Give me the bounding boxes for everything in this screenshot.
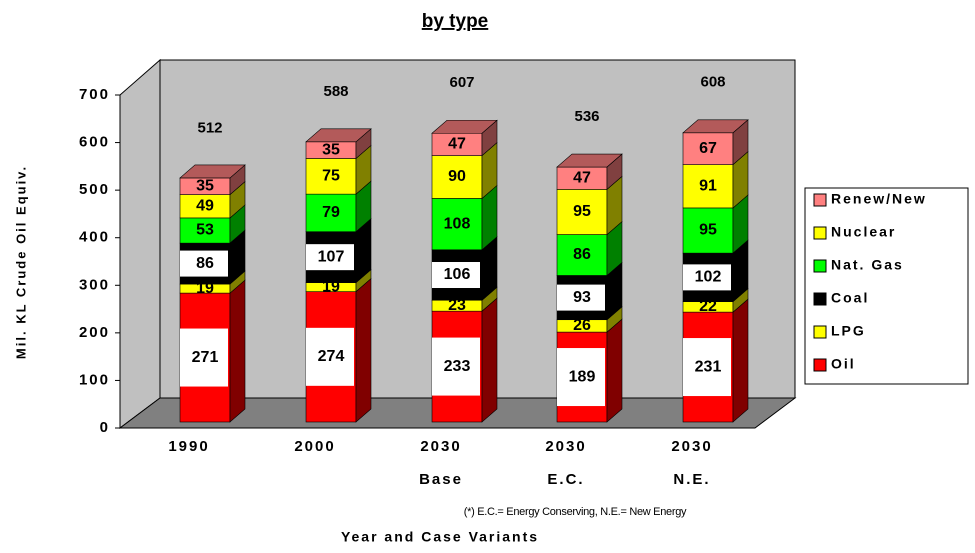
value-label: 86 xyxy=(196,255,214,272)
bar-segment xyxy=(431,198,483,251)
total-label: 512 xyxy=(197,119,222,136)
y-tick-label: 0 xyxy=(100,419,110,436)
bar-segment xyxy=(682,164,734,209)
value-label: 23 xyxy=(448,297,466,314)
value-label: 35 xyxy=(322,141,340,158)
bar-side xyxy=(481,297,498,423)
value-label: 49 xyxy=(196,197,214,214)
label-bg xyxy=(432,337,480,396)
value-label: 47 xyxy=(573,169,591,186)
legend-swatch xyxy=(813,358,827,372)
total-label: 608 xyxy=(700,74,725,91)
value-label: 53 xyxy=(196,222,214,239)
bar-top xyxy=(682,119,749,134)
bar-top xyxy=(179,164,246,179)
y-tick-label: 100 xyxy=(79,371,110,388)
label-bg xyxy=(683,338,731,397)
side-wall xyxy=(119,58,161,429)
value-label: 233 xyxy=(444,358,471,375)
y-tick-label: 200 xyxy=(79,324,110,341)
value-label: 67 xyxy=(699,140,717,157)
value-label: 35 xyxy=(196,178,214,195)
label-bg xyxy=(306,244,354,271)
value-label: 271 xyxy=(192,349,219,366)
bar-segment xyxy=(682,207,734,254)
legend-label: Nuclear xyxy=(831,224,896,240)
value-label: 107 xyxy=(318,248,345,265)
label-bg xyxy=(306,327,354,386)
x-tick-label: 2030 E.C. xyxy=(545,438,586,488)
y-tick-label: 700 xyxy=(79,86,110,103)
y-tick-label: 400 xyxy=(79,229,110,246)
y-tick-label: 300 xyxy=(79,276,110,293)
value-label: 75 xyxy=(322,168,340,185)
y-tick-label: 600 xyxy=(79,134,110,151)
value-label: 22 xyxy=(699,298,717,315)
bar-side xyxy=(606,318,623,423)
legend-swatch xyxy=(813,226,827,240)
y-axis-label: Mil. KL Crude Oil Equiv. xyxy=(13,165,28,359)
bar-side xyxy=(355,277,372,423)
legend-label: LPG xyxy=(831,323,866,339)
total-label: 588 xyxy=(323,83,348,100)
value-label: 108 xyxy=(444,215,471,232)
bar-side xyxy=(229,279,246,423)
legend xyxy=(804,187,969,385)
value-label: 90 xyxy=(448,168,466,185)
bar-top xyxy=(305,128,372,143)
label-bg xyxy=(432,262,480,289)
bar-segment xyxy=(305,158,357,195)
total-label: 536 xyxy=(574,108,599,125)
value-label: 91 xyxy=(699,178,717,195)
label-bg xyxy=(557,284,605,311)
bar-side xyxy=(732,298,749,423)
value-label: 189 xyxy=(569,368,596,385)
value-label: 19 xyxy=(196,280,214,297)
x-tick-label: 2000 xyxy=(294,438,335,455)
x-axis-label: Year and Case Variants xyxy=(341,529,539,545)
legend-swatch xyxy=(813,259,827,273)
value-label: 79 xyxy=(322,204,340,221)
x-tick-label: 2030 Base xyxy=(419,438,463,488)
value-label: 274 xyxy=(318,348,345,365)
bar-top xyxy=(431,119,498,134)
label-bg xyxy=(683,264,731,291)
value-label: 86 xyxy=(573,246,591,263)
x-tick-label: 1990 xyxy=(168,438,209,455)
bar-segment xyxy=(179,217,231,244)
legend-label: Renew/New xyxy=(831,191,927,207)
value-label: 93 xyxy=(573,289,591,306)
legend-swatch xyxy=(813,193,827,207)
bar-segment xyxy=(305,193,357,233)
note: (*) E.C.= Energy Conserving, N.E.= New E… xyxy=(464,506,687,518)
label-bg xyxy=(180,328,228,387)
bar-top xyxy=(556,153,623,168)
legend-label: Oil xyxy=(831,356,856,372)
value-label: 47 xyxy=(448,136,466,153)
value-label: 19 xyxy=(322,278,340,295)
label-bg xyxy=(557,348,605,407)
legend-label: Nat. Gas xyxy=(831,257,904,273)
bar-segment xyxy=(556,189,608,235)
x-tick-label: 2030 N.E. xyxy=(671,438,712,488)
chart-title: by type xyxy=(422,11,489,32)
value-label: 26 xyxy=(573,317,591,334)
value-label: 106 xyxy=(444,266,471,283)
value-label: 95 xyxy=(573,203,591,220)
value-label: 102 xyxy=(695,269,722,286)
value-label: 95 xyxy=(699,222,717,239)
legend-label: Coal xyxy=(831,290,869,306)
legend-swatch xyxy=(813,292,827,306)
y-tick-label: 500 xyxy=(79,181,110,198)
total-label: 607 xyxy=(449,74,474,91)
label-bg xyxy=(180,250,228,277)
bar-segment xyxy=(556,234,608,276)
legend-swatch xyxy=(813,325,827,339)
bar-segment xyxy=(682,132,734,165)
value-label: 231 xyxy=(695,358,722,375)
